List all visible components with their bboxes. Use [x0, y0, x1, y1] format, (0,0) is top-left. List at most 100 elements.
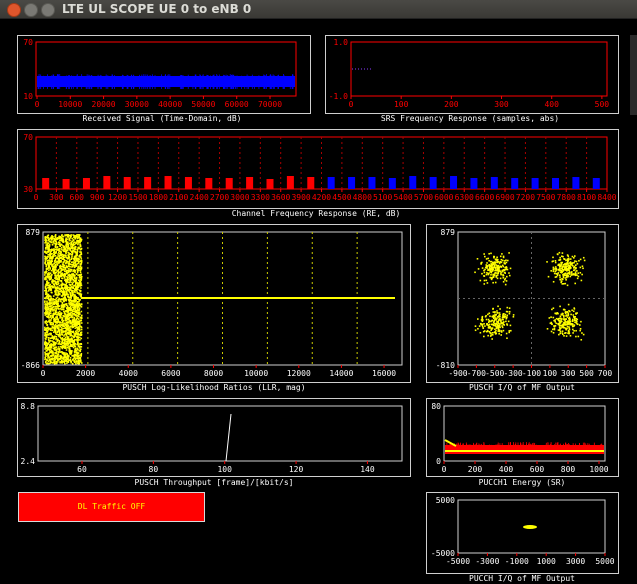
llr-point: [77, 313, 80, 315]
pusch-iq-point: [571, 309, 573, 312]
llr-point: [45, 338, 47, 340]
llr-point: [69, 288, 72, 290]
llr-point: [53, 360, 55, 362]
llr-point: [49, 307, 51, 310]
llr-point: [77, 344, 80, 346]
llr-point: [80, 253, 83, 256]
llr-point: [54, 280, 56, 283]
llr-point: [49, 327, 51, 330]
llr-point: [64, 305, 66, 308]
llr-point: [65, 319, 68, 321]
channel-response-bar: [266, 179, 274, 189]
llr-point: [48, 358, 51, 360]
llr-point: [80, 279, 83, 281]
llr-point: [59, 315, 62, 318]
llr-point: [65, 280, 67, 283]
llr-point: [62, 346, 65, 349]
pusch-iq-point: [502, 323, 505, 326]
llr-point: [46, 302, 48, 304]
llr-point: [59, 325, 61, 328]
pusch-iq-point: [494, 314, 497, 316]
pusch-iq-point: [561, 326, 563, 328]
pusch-iq-point: [569, 334, 572, 337]
pusch-iq-point: [498, 319, 501, 321]
llr-point: [63, 245, 65, 248]
llr-point: [80, 247, 83, 250]
llr-point: [75, 285, 78, 288]
pusch-iq-point: [487, 313, 489, 316]
llr-point: [47, 326, 49, 329]
pusch-iq-point: [561, 312, 564, 315]
llr-point: [80, 331, 83, 334]
llr-point: [79, 324, 81, 326]
pusch-iq-point: [568, 273, 571, 275]
llr-point: [45, 276, 48, 278]
llr-point: [55, 346, 58, 348]
minimize-icon[interactable]: [24, 3, 38, 17]
llr-point: [59, 313, 61, 316]
pusch-iq-point: [496, 317, 498, 320]
pusch-iq-point: [496, 326, 498, 329]
llr-point: [65, 244, 67, 246]
llr-point: [44, 328, 46, 331]
llr-point: [60, 331, 63, 334]
llr-point: [78, 246, 80, 249]
pucch-iq-ytick-label: 5000: [436, 496, 455, 505]
llr-point: [47, 360, 50, 363]
llr-point: [78, 255, 80, 257]
llr-point: [68, 308, 70, 311]
pusch-iq-point: [569, 264, 571, 267]
llr-point: [69, 331, 71, 334]
received-signal-tick-label: 30000: [125, 100, 149, 109]
llr-point: [54, 342, 57, 344]
llr-point: [63, 246, 65, 249]
llr-point: [70, 316, 73, 318]
llr-point: [50, 291, 53, 294]
llr-point: [75, 299, 77, 302]
pusch-iq-point: [495, 322, 498, 325]
llr-point: [69, 328, 72, 331]
llr-point: [70, 297, 72, 299]
channel-response-tick-label: 1200: [108, 193, 127, 202]
pusch-iq-point: [500, 319, 502, 322]
llr-point: [73, 307, 76, 309]
pusch-iq-point: [577, 272, 580, 274]
llr-point: [44, 326, 46, 329]
llr-point: [57, 355, 59, 358]
llr-point: [66, 289, 69, 291]
pusch-iq-point: [490, 273, 492, 276]
llr-point: [44, 246, 47, 249]
pusch-iq-point: [582, 333, 585, 336]
pusch-iq-point: [573, 329, 575, 332]
pusch-iq-point: [477, 327, 479, 330]
llr-point: [48, 302, 51, 305]
maximize-icon[interactable]: [41, 3, 55, 17]
llr-point: [55, 274, 57, 277]
llr-point: [61, 360, 64, 362]
dl-traffic-button[interactable]: DL Traffic OFF: [18, 492, 205, 522]
llr-point: [75, 289, 78, 292]
llr-point: [69, 307, 71, 309]
pusch-iq-point: [496, 258, 499, 261]
llr-point: [58, 260, 60, 263]
llr-point: [69, 351, 72, 354]
llr-point: [74, 298, 76, 301]
pucch-iq-tick-label: -5000: [446, 557, 470, 566]
llr-point: [74, 284, 77, 286]
llr-point: [73, 297, 76, 300]
llr-point: [44, 260, 47, 263]
pusch-iq-point: [566, 258, 569, 260]
llr-point: [46, 259, 49, 262]
llr-point: [48, 285, 51, 288]
pusch-iq-point: [497, 319, 500, 321]
pusch-iq-point: [562, 265, 564, 268]
llr-point: [55, 291, 57, 294]
llr-point: [57, 289, 59, 292]
close-icon[interactable]: [7, 3, 21, 17]
llr-point: [79, 282, 81, 285]
llr-point: [64, 336, 67, 339]
llr-point: [45, 346, 48, 348]
received-signal-caption: Received Signal (Time-Domain, dB): [82, 114, 242, 123]
pusch-iq-point: [548, 317, 551, 319]
pusch-iq-point: [484, 255, 486, 258]
